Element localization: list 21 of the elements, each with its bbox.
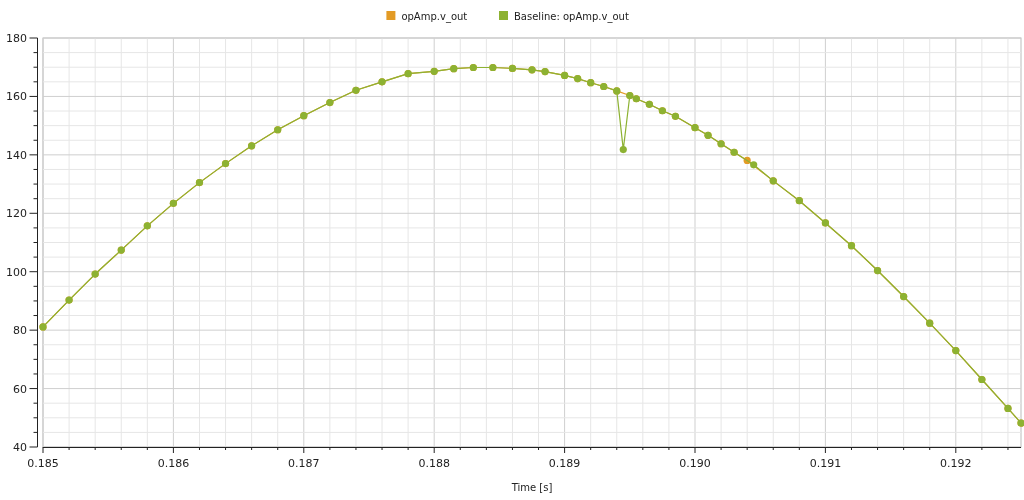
legend-label: Baseline: opAmp.v_out bbox=[514, 10, 629, 23]
x-tick-label: 0.187 bbox=[288, 457, 320, 470]
x-tick-label: 0.186 bbox=[157, 457, 190, 470]
y-tick-label: 180 bbox=[6, 32, 27, 45]
x-axis-title: Time [s] bbox=[510, 482, 553, 493]
x-tick-label: 0.192 bbox=[940, 457, 972, 470]
x-tick-label: 0.191 bbox=[809, 457, 842, 470]
x-tick-label: 0.185 bbox=[27, 457, 59, 470]
y-tick-label: 100 bbox=[6, 265, 27, 279]
y-tick-label: 140 bbox=[6, 148, 27, 162]
y-tick-label: 80 bbox=[13, 324, 27, 338]
y-tick-label: 160 bbox=[6, 90, 27, 104]
x-tick-label: 0.188 bbox=[418, 457, 450, 470]
x-tick-label: 0.189 bbox=[548, 457, 581, 470]
point bbox=[750, 161, 758, 169]
y-tick-label: 60 bbox=[13, 382, 27, 396]
point bbox=[619, 146, 627, 154]
y-tick-label: 120 bbox=[6, 207, 27, 221]
x-tick-label: 0.190 bbox=[679, 457, 711, 470]
y-tick-label: 40 bbox=[13, 441, 27, 454]
legend-label: opAmp.v_out bbox=[401, 10, 468, 23]
